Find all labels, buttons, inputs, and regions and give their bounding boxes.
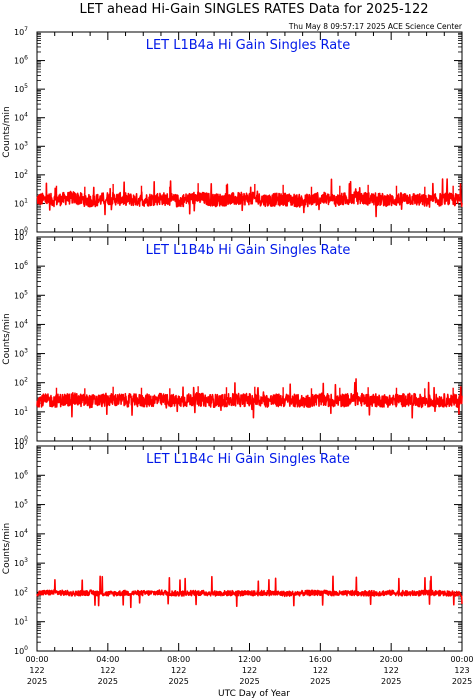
rate-trace: [36, 378, 463, 419]
y-tick-label: 102: [14, 377, 28, 388]
x-tick-label: 2025: [452, 677, 472, 686]
y-tick-label: 105: [14, 83, 28, 94]
x-tick-label: 16:00: [309, 655, 332, 664]
x-tick-label: 2025: [27, 677, 47, 686]
x-tick-label: 122: [171, 666, 186, 675]
x-tick-label: 20:00: [380, 655, 403, 664]
timestamp: Thu May 8 09:57:17 2025 ACE Science Cent…: [288, 22, 463, 31]
x-tick-label: 2025: [310, 677, 330, 686]
y-tick-label: 101: [14, 197, 28, 208]
panel-3: 100 101 102 103 104 105 106 107 Counts/min LET L1…: [2, 440, 463, 656]
y-tick-label: 104: [14, 112, 28, 123]
y-tick-label: 103: [14, 348, 28, 359]
x-tick-label: 12:00: [238, 655, 261, 664]
panel-1: 100 101 102 103 104 105 106 107 Counts/min LET L1…: [2, 26, 463, 237]
x-tick-label: 2025: [98, 677, 118, 686]
y-axis-label: Counts/min: [2, 106, 12, 157]
panel-title: LET L1B4c Hi Gain Singles Rate: [146, 452, 350, 467]
y-tick-label: 106: [14, 55, 28, 66]
y-tick-label: 106: [14, 260, 28, 271]
x-tick-label: 122: [29, 666, 44, 675]
y-tick-label: 107: [14, 26, 28, 37]
x-tick-label: 00:00: [25, 655, 48, 664]
y-tick-label: 106: [14, 469, 28, 480]
y-tick-label: 104: [14, 318, 28, 329]
y-tick-label: 105: [14, 499, 28, 510]
y-tick-label: 103: [14, 557, 28, 568]
x-axis-label: UTC Day of Year: [218, 689, 290, 699]
x-tick-label: 08:00: [167, 655, 190, 664]
panels: 100 101 102 103 104 105 106 107 Counts/min LET L1…: [2, 26, 463, 656]
x-tick-label: 00:00: [450, 655, 473, 664]
y-tick-label: 102: [14, 169, 28, 180]
y-tick-label: 102: [14, 586, 28, 597]
plot-frame: [36, 445, 463, 652]
y-tick-label: 101: [14, 406, 28, 417]
y-axis-label: Counts/min: [2, 523, 12, 574]
y-tick-label: 104: [14, 528, 28, 539]
x-tick-label: 2025: [168, 677, 188, 686]
x-tick-label: 04:00: [96, 655, 119, 664]
panel-title: LET L1B4b Hi Gain Singles Rate: [146, 243, 351, 258]
x-axis-tick-labels: 00:00 122 2025 04:00 122 2025 08:00 122 2025 12:0…: [25, 655, 473, 686]
x-tick-label: 2025: [239, 677, 259, 686]
x-tick-label: 122: [313, 666, 328, 675]
rate-trace: [36, 575, 463, 609]
panel-2: 100 101 102 103 104 105 106 107 Counts/min LET L1…: [2, 231, 463, 446]
x-tick-label: 123: [454, 666, 469, 675]
y-tick-label: 105: [14, 289, 28, 300]
y-tick-label: 100: [14, 435, 28, 446]
figure-title: LET ahead Hi-Gain SINGLES RATES Data for…: [79, 2, 428, 17]
y-tick-label: 107: [14, 440, 28, 451]
y-tick-label: 100: [14, 645, 28, 656]
y-tick-label: 100: [14, 226, 28, 237]
y-tick-label: 101: [14, 616, 28, 627]
x-tick-label: 122: [100, 666, 115, 675]
x-tick-label: 122: [242, 666, 257, 675]
y-tick-label: 103: [14, 140, 28, 151]
x-tick-label: 122: [384, 666, 399, 675]
panel-title: LET L1B4a Hi Gain Singles Rate: [146, 38, 351, 53]
y-tick-label: 107: [14, 231, 28, 242]
x-tick-label: 2025: [381, 677, 401, 686]
y-axis-label: Counts/min: [2, 313, 12, 364]
rate-trace: [36, 178, 463, 218]
plot-frame: [36, 236, 463, 442]
